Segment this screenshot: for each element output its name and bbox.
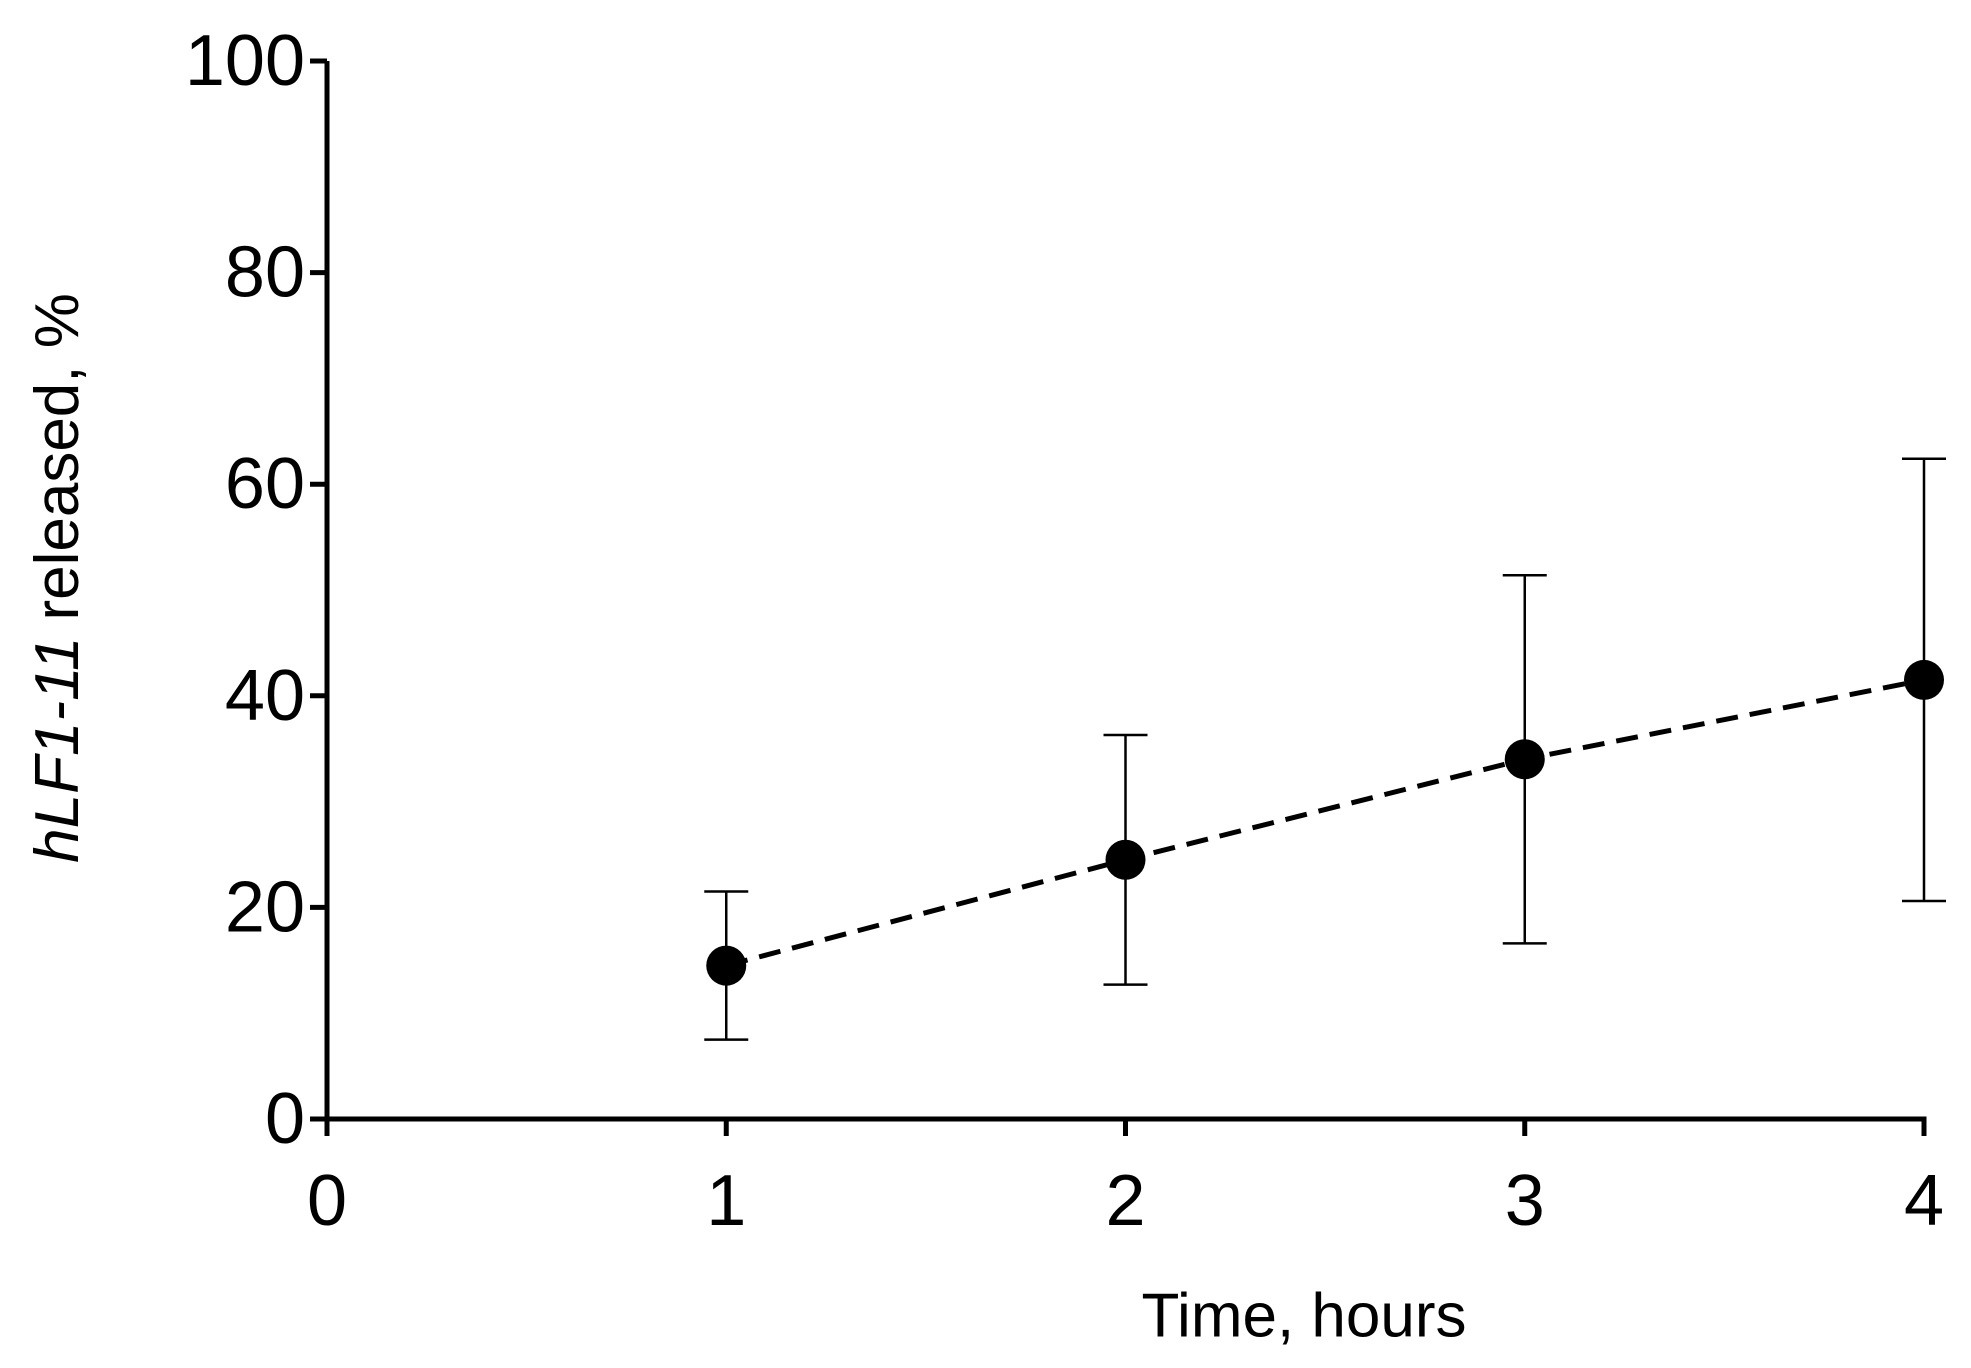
y-axis-label: hLF1-11 released, % <box>23 293 92 863</box>
y-tick-label: 20 <box>225 867 305 947</box>
y-tick-label: 0 <box>265 1079 305 1159</box>
data-point <box>1504 739 1545 780</box>
data-point <box>1105 839 1146 880</box>
y-axis-label-rest: released, % <box>23 293 92 620</box>
x-tick-label: 3 <box>1505 1161 1545 1241</box>
y-tick-label: 40 <box>225 656 305 736</box>
x-tick-label: 0 <box>307 1161 347 1241</box>
x-tick-label: 1 <box>706 1161 746 1241</box>
data-point <box>706 945 747 986</box>
y-axis-label-italic: hLF1-11 <box>23 637 92 863</box>
y-tick-label: 80 <box>225 233 305 313</box>
x-tick-label: 4 <box>1904 1161 1944 1241</box>
data-line <box>725 677 1925 969</box>
y-tick-label: 60 <box>225 444 305 524</box>
y-tick-label: 100 <box>185 21 305 101</box>
x-tick-label: 2 <box>1105 1161 1145 1241</box>
data-point <box>1904 659 1944 700</box>
x-axis-label: Time, hours <box>1141 1281 1466 1350</box>
